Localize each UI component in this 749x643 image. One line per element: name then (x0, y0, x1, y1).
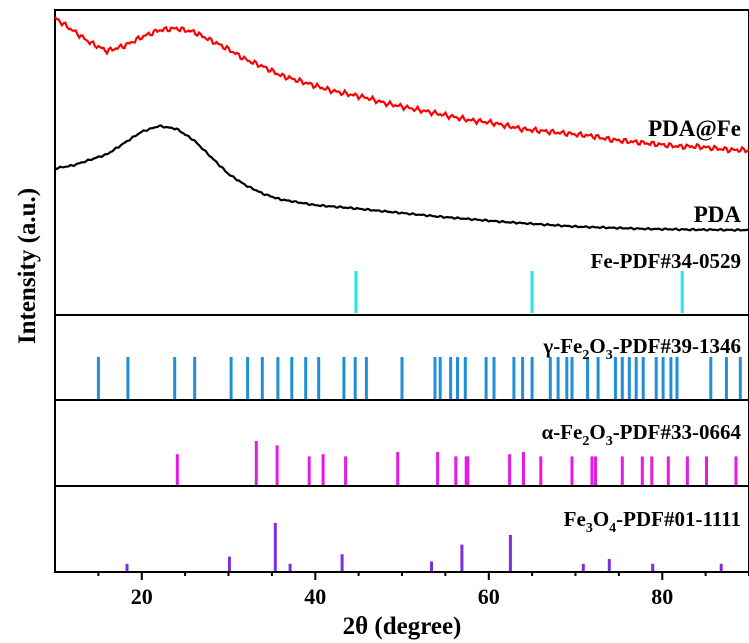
reference-peaks-layer (96, 271, 742, 571)
x-axis-title: 2θ (degree) (343, 613, 462, 640)
reference-label-gamma-fe2o3: γ-Fe2O3-PDF#39-1346 (542, 334, 741, 363)
y-axis-title: Intensity (a.u.) (14, 188, 41, 344)
x-tick-label-20: 20 (131, 584, 153, 609)
series-line-pda-fe (54, 16, 749, 154)
x-tick-label-60: 60 (478, 584, 500, 609)
x-tick-label-80: 80 (651, 584, 673, 609)
reference-label-fe: Fe-PDF#34-0529 (591, 249, 741, 273)
reference-label-alpha-fe2o3: α-Fe2O3-PDF#33-0664 (541, 420, 741, 449)
x-tick-label-40: 40 (304, 584, 326, 609)
series-label-pda: PDA (694, 202, 742, 227)
plot-frame (54, 9, 749, 573)
series-line-pda (54, 124, 749, 232)
series-label-pda-fe: PDA@Fe (648, 116, 741, 142)
series-layer (54, 16, 749, 232)
reference-label-fe3o4: Fe3O4-PDF#01-1111 (564, 507, 741, 536)
x-axis: 20 40 60 80 (97, 572, 749, 609)
